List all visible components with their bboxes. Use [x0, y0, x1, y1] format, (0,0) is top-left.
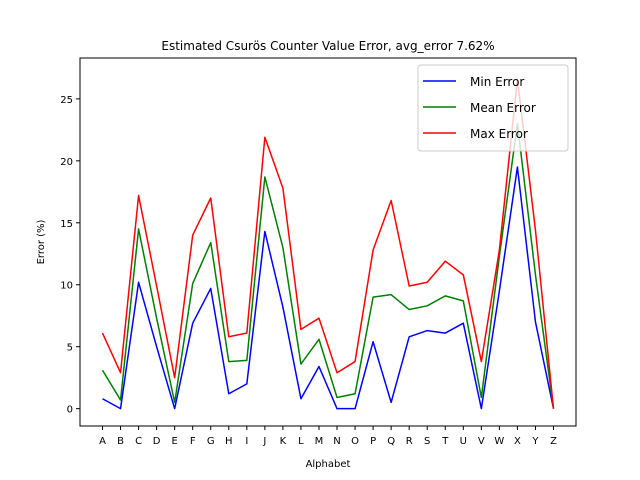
- x-tick-label: T: [441, 436, 449, 447]
- x-tick-label: Q: [387, 436, 395, 447]
- x-tick-label: Z: [550, 436, 557, 447]
- y-tick-label: 0: [67, 405, 73, 416]
- x-tick-label: X: [514, 436, 521, 447]
- x-tick-label: K: [280, 436, 287, 447]
- y-tick-label: 5: [67, 343, 73, 354]
- x-tick-label: S: [424, 436, 430, 447]
- x-tick-label: Y: [531, 436, 539, 447]
- x-axis-label: Alphabet: [306, 459, 351, 470]
- x-tick-label: O: [351, 436, 359, 447]
- x-tick-label: L: [298, 436, 304, 447]
- legend-box: [417, 64, 569, 152]
- series-line-max-error: [101, 78, 555, 409]
- x-tick-label: N: [333, 436, 340, 447]
- legend: Min Error Mean Error Max Error: [417, 64, 569, 152]
- y-axis-label: Error (%): [36, 219, 47, 264]
- x-tick-label: E: [171, 436, 177, 447]
- chart-title: Estimated Csurös Counter Value Error, av…: [161, 39, 494, 53]
- y-tick-label: 20: [60, 157, 73, 168]
- x-tick-label: D: [153, 436, 161, 447]
- x-tick-label: U: [460, 436, 467, 447]
- x-tick-label: W: [494, 436, 504, 447]
- axes-frame: [79, 57, 577, 427]
- x-tick-label: C: [135, 436, 142, 447]
- y-axis-ticks: 0 5 10 15 20 25: [60, 95, 80, 416]
- x-tick-label: F: [190, 436, 196, 447]
- legend-label: Mean Error: [470, 101, 536, 115]
- x-tick-label: M: [315, 436, 324, 447]
- x-tick-label: G: [207, 436, 215, 447]
- y-tick-label: 25: [60, 95, 73, 106]
- x-tick-label: V: [478, 436, 485, 447]
- legend-label: Max Error: [470, 127, 528, 141]
- y-tick-label: 10: [60, 281, 73, 292]
- x-tick-label: P: [370, 436, 376, 447]
- series-line-mean-error: [101, 122, 555, 409]
- series-line-min-error: [102, 166, 555, 410]
- legend-label: Min Error: [470, 75, 524, 89]
- series-layer: [101, 78, 555, 410]
- x-tick-label: A: [99, 436, 106, 447]
- y-tick-label: 15: [60, 219, 73, 230]
- x-tick-label: B: [117, 436, 124, 447]
- x-tick-label: R: [406, 436, 413, 447]
- x-tick-label: I: [245, 436, 248, 447]
- x-tick-label: J: [262, 436, 266, 447]
- x-tick-label: H: [225, 436, 233, 447]
